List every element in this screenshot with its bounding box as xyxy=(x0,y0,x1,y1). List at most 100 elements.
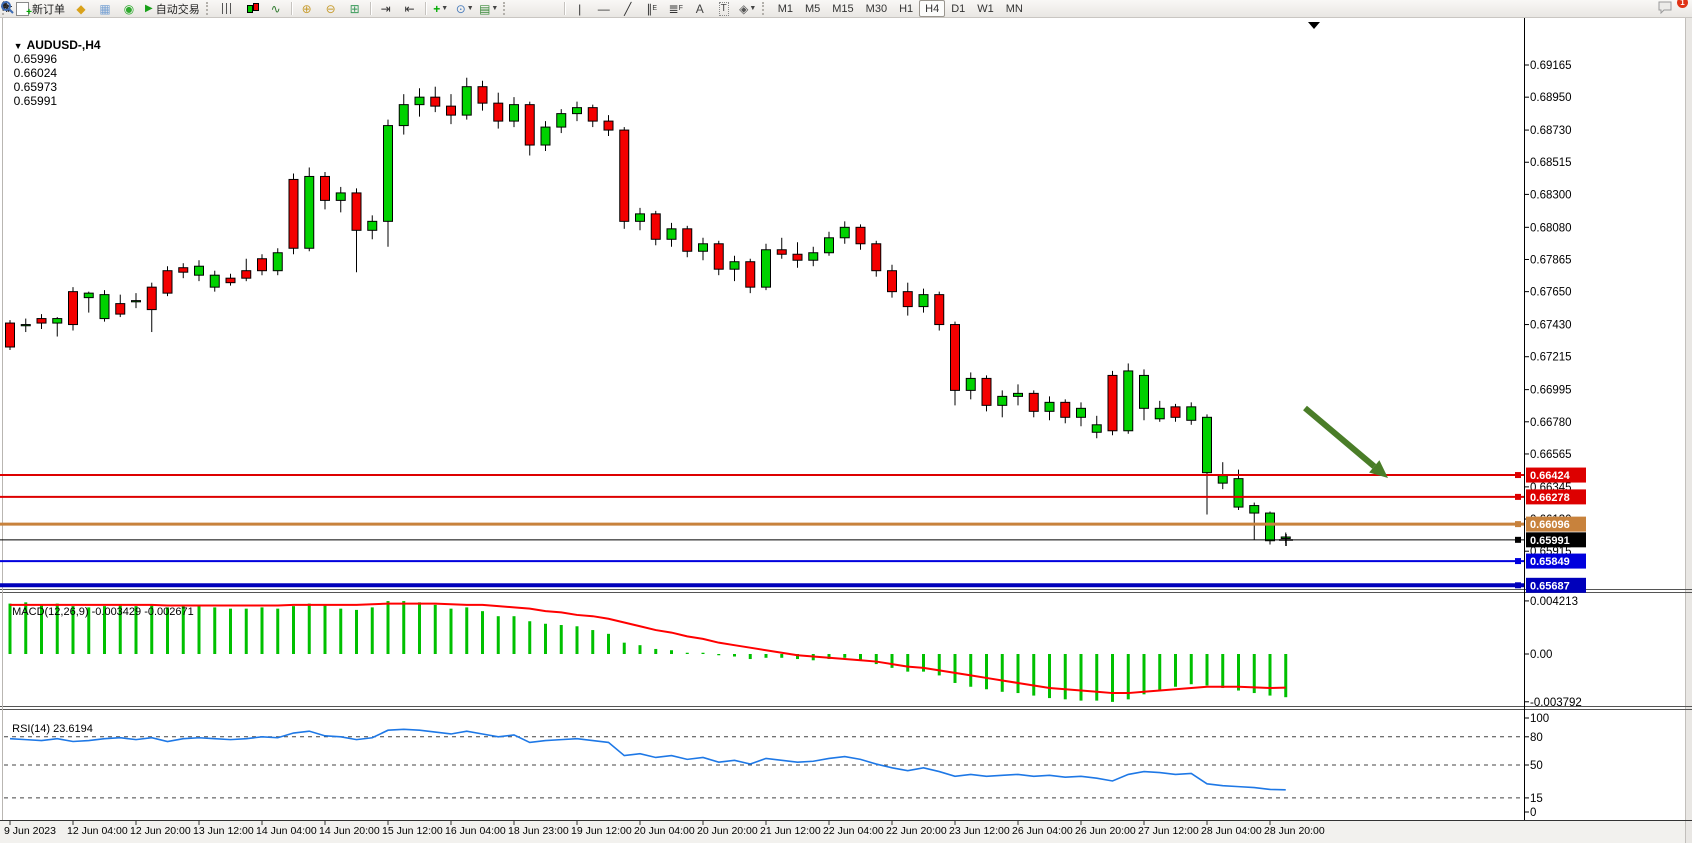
new-order-button[interactable]: + 新订单 xyxy=(12,1,69,17)
macd-name: MACD(12,26,9) xyxy=(12,606,89,618)
level-handle[interactable] xyxy=(1515,521,1521,528)
fibonacci-icon: ≣ xyxy=(668,1,679,16)
cursor-button[interactable] xyxy=(3,1,537,16)
candlestick-chart-button[interactable] xyxy=(240,1,264,16)
tf-button-MN[interactable]: MN xyxy=(1005,2,1023,15)
timeframe-bar: M1 M5 M15 M30 H1 H4 D1 W1 MN xyxy=(772,0,1029,17)
one-click-collapse-icon[interactable]: ▼ xyxy=(13,41,23,51)
indicators-button[interactable]: + ▼ xyxy=(429,1,453,16)
trendline-icon: ╱ xyxy=(624,1,632,16)
navigator-button[interactable]: ◉ xyxy=(117,1,141,16)
tf-button-W1[interactable]: W1 xyxy=(977,2,994,15)
fibonacci-button[interactable]: ≣ F xyxy=(668,1,683,16)
level-handle[interactable] xyxy=(1515,472,1521,479)
navigator-icon: ◉ xyxy=(123,1,135,16)
macd-tick: 0.004213 xyxy=(1530,596,1578,608)
time-label: 20 Jun 04:00 xyxy=(634,825,695,837)
chat-button[interactable]: 1 xyxy=(1658,0,1688,16)
macd-tick: -0.003792 xyxy=(1530,697,1582,709)
tile-windows-button[interactable]: ⊞ xyxy=(343,1,367,16)
channel-icon: ∥ xyxy=(646,1,653,16)
tf-button-H1[interactable]: H1 xyxy=(899,2,914,15)
time-label: 19 Jun 12:00 xyxy=(571,825,632,837)
clock-icon: ⊙ xyxy=(455,1,466,16)
time-axis-strip[interactable] xyxy=(0,821,1692,843)
macd-tick: 0.00 xyxy=(1530,649,1552,661)
chart-shift-marker-icon[interactable] xyxy=(1308,22,1320,29)
arrows-button[interactable]: ◈ ▼ xyxy=(736,1,760,16)
equidistant-channel-button[interactable]: ∥ E xyxy=(646,1,658,16)
annotation-arrow-head[interactable] xyxy=(1369,460,1388,478)
tf-button-M30[interactable]: M30 xyxy=(865,2,888,15)
symbol-period-label: AUDUSD-,H4 xyxy=(26,38,101,52)
time-label: 16 Jun 04:00 xyxy=(445,825,506,837)
level-handle[interactable] xyxy=(1515,493,1521,500)
price-badge xyxy=(1526,577,1586,593)
trendline-button[interactable]: ╱ xyxy=(616,1,640,16)
market-watch-button[interactable]: ▦ xyxy=(93,1,117,16)
tf-button-D1[interactable]: D1 xyxy=(951,2,966,15)
vertical-line-button[interactable]: | xyxy=(568,1,592,16)
zoom-out-button[interactable]: ⊖ xyxy=(319,1,343,16)
tf-button-M15[interactable]: M15 xyxy=(832,2,854,15)
price-tick: 0.66565 xyxy=(1530,449,1572,461)
search-button[interactable] xyxy=(1,1,1658,16)
chart-shift-icon: ⇤ xyxy=(404,1,415,16)
toolbar-grip[interactable] xyxy=(502,2,511,15)
price-tick: 0.66780 xyxy=(1530,417,1572,429)
search-icon xyxy=(1,1,14,14)
time-label: 18 Jun 23:00 xyxy=(508,825,569,837)
text-button[interactable]: A xyxy=(688,1,712,16)
rsi-tick: 15 xyxy=(1530,793,1543,805)
zoom-in-button[interactable]: ⊕ xyxy=(295,1,319,16)
price-tick: 0.68515 xyxy=(1530,157,1572,169)
price-tick: 0.67865 xyxy=(1530,254,1572,266)
horizontal-line-button[interactable]: — xyxy=(592,1,616,16)
text-label-button[interactable]: T xyxy=(712,1,736,16)
tf-button-M1[interactable]: M1 xyxy=(777,2,793,15)
profiles-button[interactable]: ◆ xyxy=(69,1,93,16)
price-badge-label: 0.65687 xyxy=(1530,580,1570,592)
toolbar-grip[interactable] xyxy=(205,2,214,15)
rsi-name: RSI(14) xyxy=(12,723,51,735)
chart-shift-button[interactable]: ⇤ xyxy=(398,1,422,16)
price-tick: 0.66995 xyxy=(1530,385,1572,397)
crosshair-button[interactable] xyxy=(1,1,561,16)
tf-button-H4[interactable]: H4 xyxy=(919,0,946,17)
time-label: 22 Jun 04:00 xyxy=(823,825,884,837)
time-label: 23 Jun 12:00 xyxy=(949,825,1010,837)
auto-scroll-button[interactable]: ⇥ xyxy=(374,1,398,16)
periods-button[interactable]: ⊙ ▼ xyxy=(453,1,477,16)
level-handle[interactable] xyxy=(1515,558,1521,565)
new-order-icon: + xyxy=(16,1,32,17)
autotrading-icon: ▶ xyxy=(145,2,153,14)
price-tick: 0.67650 xyxy=(1530,287,1572,299)
bar-chart-button[interactable] xyxy=(216,1,240,16)
line-chart-button[interactable]: ∿ xyxy=(264,1,288,16)
rsi-value: 23.6194 xyxy=(53,723,93,735)
market-watch-icon: ▦ xyxy=(99,1,111,16)
macd-values: -0.003429 -0.002671 xyxy=(91,606,194,618)
profiles-icon: ◆ xyxy=(76,1,86,16)
text-icon: A xyxy=(695,1,704,16)
autotrading-button[interactable]: ▶ 自动交易 xyxy=(141,1,204,16)
chat-badge: 1 xyxy=(1677,0,1688,8)
price-badge xyxy=(1526,532,1586,548)
annotation-arrow[interactable] xyxy=(1303,405,1377,469)
price-tick: 0.68300 xyxy=(1530,189,1572,201)
price-tick: 0.68950 xyxy=(1530,92,1572,104)
level-handle[interactable] xyxy=(1515,536,1521,543)
ohlc-high: 0.66024 xyxy=(13,66,58,80)
ohlc-close: 0.65991 xyxy=(13,94,58,108)
price-tick: 0.68080 xyxy=(1530,222,1572,234)
time-label: 15 Jun 12:00 xyxy=(382,825,443,837)
candlestick-chart-icon xyxy=(246,3,259,14)
level-handle[interactable] xyxy=(1515,582,1521,589)
templates-button[interactable]: ▤ ▼ xyxy=(477,1,501,16)
time-label: 28 Jun 20:00 xyxy=(1264,825,1325,837)
toolbar-grip[interactable] xyxy=(761,2,770,15)
tf-button-M5[interactable]: M5 xyxy=(804,2,821,15)
price-tick: 0.67430 xyxy=(1530,320,1572,332)
price-badge-label: 0.66096 xyxy=(1530,519,1570,531)
